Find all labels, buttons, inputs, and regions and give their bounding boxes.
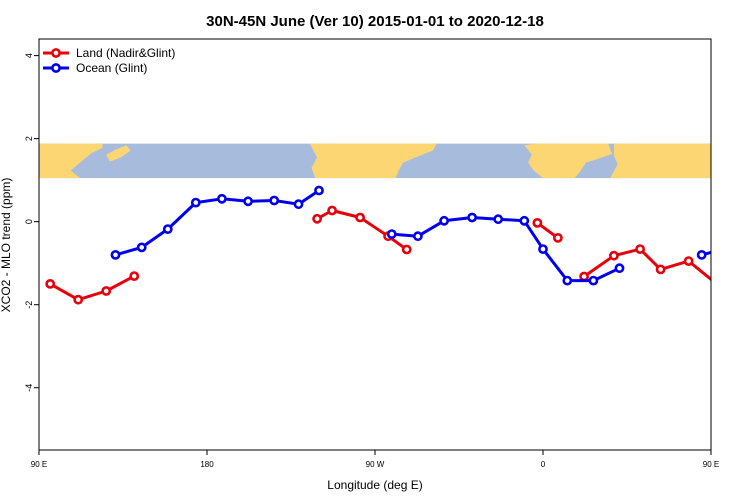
chart-title: 30N-45N June (Ver 10) 2015-01-01 to 2020… — [206, 13, 544, 30]
series-land — [45, 205, 748, 305]
y-tick-label: -2 — [24, 301, 34, 309]
data-point — [45, 278, 56, 289]
data-point — [412, 231, 423, 242]
data-point — [293, 199, 304, 210]
map-land-europe-africa — [524, 143, 613, 179]
data-point — [190, 197, 201, 208]
data-point — [683, 256, 694, 266]
y-tick-label: 0 — [24, 219, 34, 224]
x-tick-label: 180 — [200, 460, 214, 469]
data-point — [726, 244, 733, 251]
world-map-strip — [39, 143, 711, 179]
data-point — [386, 229, 397, 239]
data-point — [216, 193, 227, 204]
data-point — [243, 196, 253, 207]
data-point — [129, 271, 140, 281]
y-tick-label: 4 — [24, 53, 34, 58]
data-point — [355, 212, 365, 223]
x-tick-label: 90 E — [31, 460, 47, 469]
data-point — [696, 249, 707, 260]
series-layer — [45, 185, 748, 305]
data-point — [655, 264, 666, 275]
data-point — [493, 214, 504, 225]
series-line-segment — [49, 274, 135, 302]
x-axis-label: Longitude (deg E) — [327, 478, 422, 492]
y-tick-label: 2 — [24, 136, 34, 141]
data-point — [401, 244, 412, 255]
x-tick-label: 90 W — [366, 460, 385, 469]
x-axis: 90 E 180 90 W 0 90 E — [31, 450, 719, 469]
map-land-asia-east — [610, 143, 711, 179]
data-point — [136, 242, 147, 253]
data-point — [609, 250, 619, 261]
data-point — [562, 275, 573, 286]
data-point — [110, 249, 121, 260]
data-point — [741, 296, 748, 303]
map-land-japan-west — [106, 145, 131, 162]
series-ocean — [110, 185, 733, 286]
data-point — [101, 286, 112, 296]
map-land-asia-west — [39, 143, 103, 179]
legend-marker — [51, 63, 61, 73]
x-tick-label: 0 — [541, 460, 546, 469]
series-line-segment — [701, 250, 711, 257]
data-point — [327, 205, 337, 216]
y-axis-label: XCO2 - MLO trend (ppm) — [0, 178, 13, 313]
legend-marker — [51, 48, 61, 58]
data-point — [588, 275, 599, 286]
data-point — [314, 185, 324, 196]
data-point — [162, 224, 173, 234]
y-tick-label: -4 — [24, 384, 34, 392]
data-point — [553, 232, 563, 243]
data-point — [269, 195, 280, 206]
legend-entry: Land (Nadir&Glint) — [43, 46, 175, 60]
legend-entry: Ocean (Glint) — [43, 61, 147, 75]
legend-label: Land (Nadir&Glint) — [76, 46, 175, 60]
data-point — [312, 213, 322, 224]
legend-label: Ocean (Glint) — [76, 61, 147, 75]
data-point — [467, 212, 477, 223]
series-line-segment — [391, 216, 621, 283]
x-tick-label: 90 E — [703, 460, 719, 469]
legend: Land (Nadir&Glint)Ocean (Glint) — [43, 46, 175, 75]
data-point — [73, 294, 84, 305]
data-point — [614, 263, 625, 274]
data-point — [519, 215, 530, 226]
data-point — [635, 244, 645, 254]
data-point — [713, 280, 720, 287]
y-axis: 4 2 0 -2 -4 — [24, 53, 39, 392]
data-point — [538, 244, 548, 254]
data-point — [532, 217, 543, 228]
data-point — [439, 215, 449, 226]
map-land-north-america — [309, 143, 437, 179]
data-point — [579, 271, 589, 282]
